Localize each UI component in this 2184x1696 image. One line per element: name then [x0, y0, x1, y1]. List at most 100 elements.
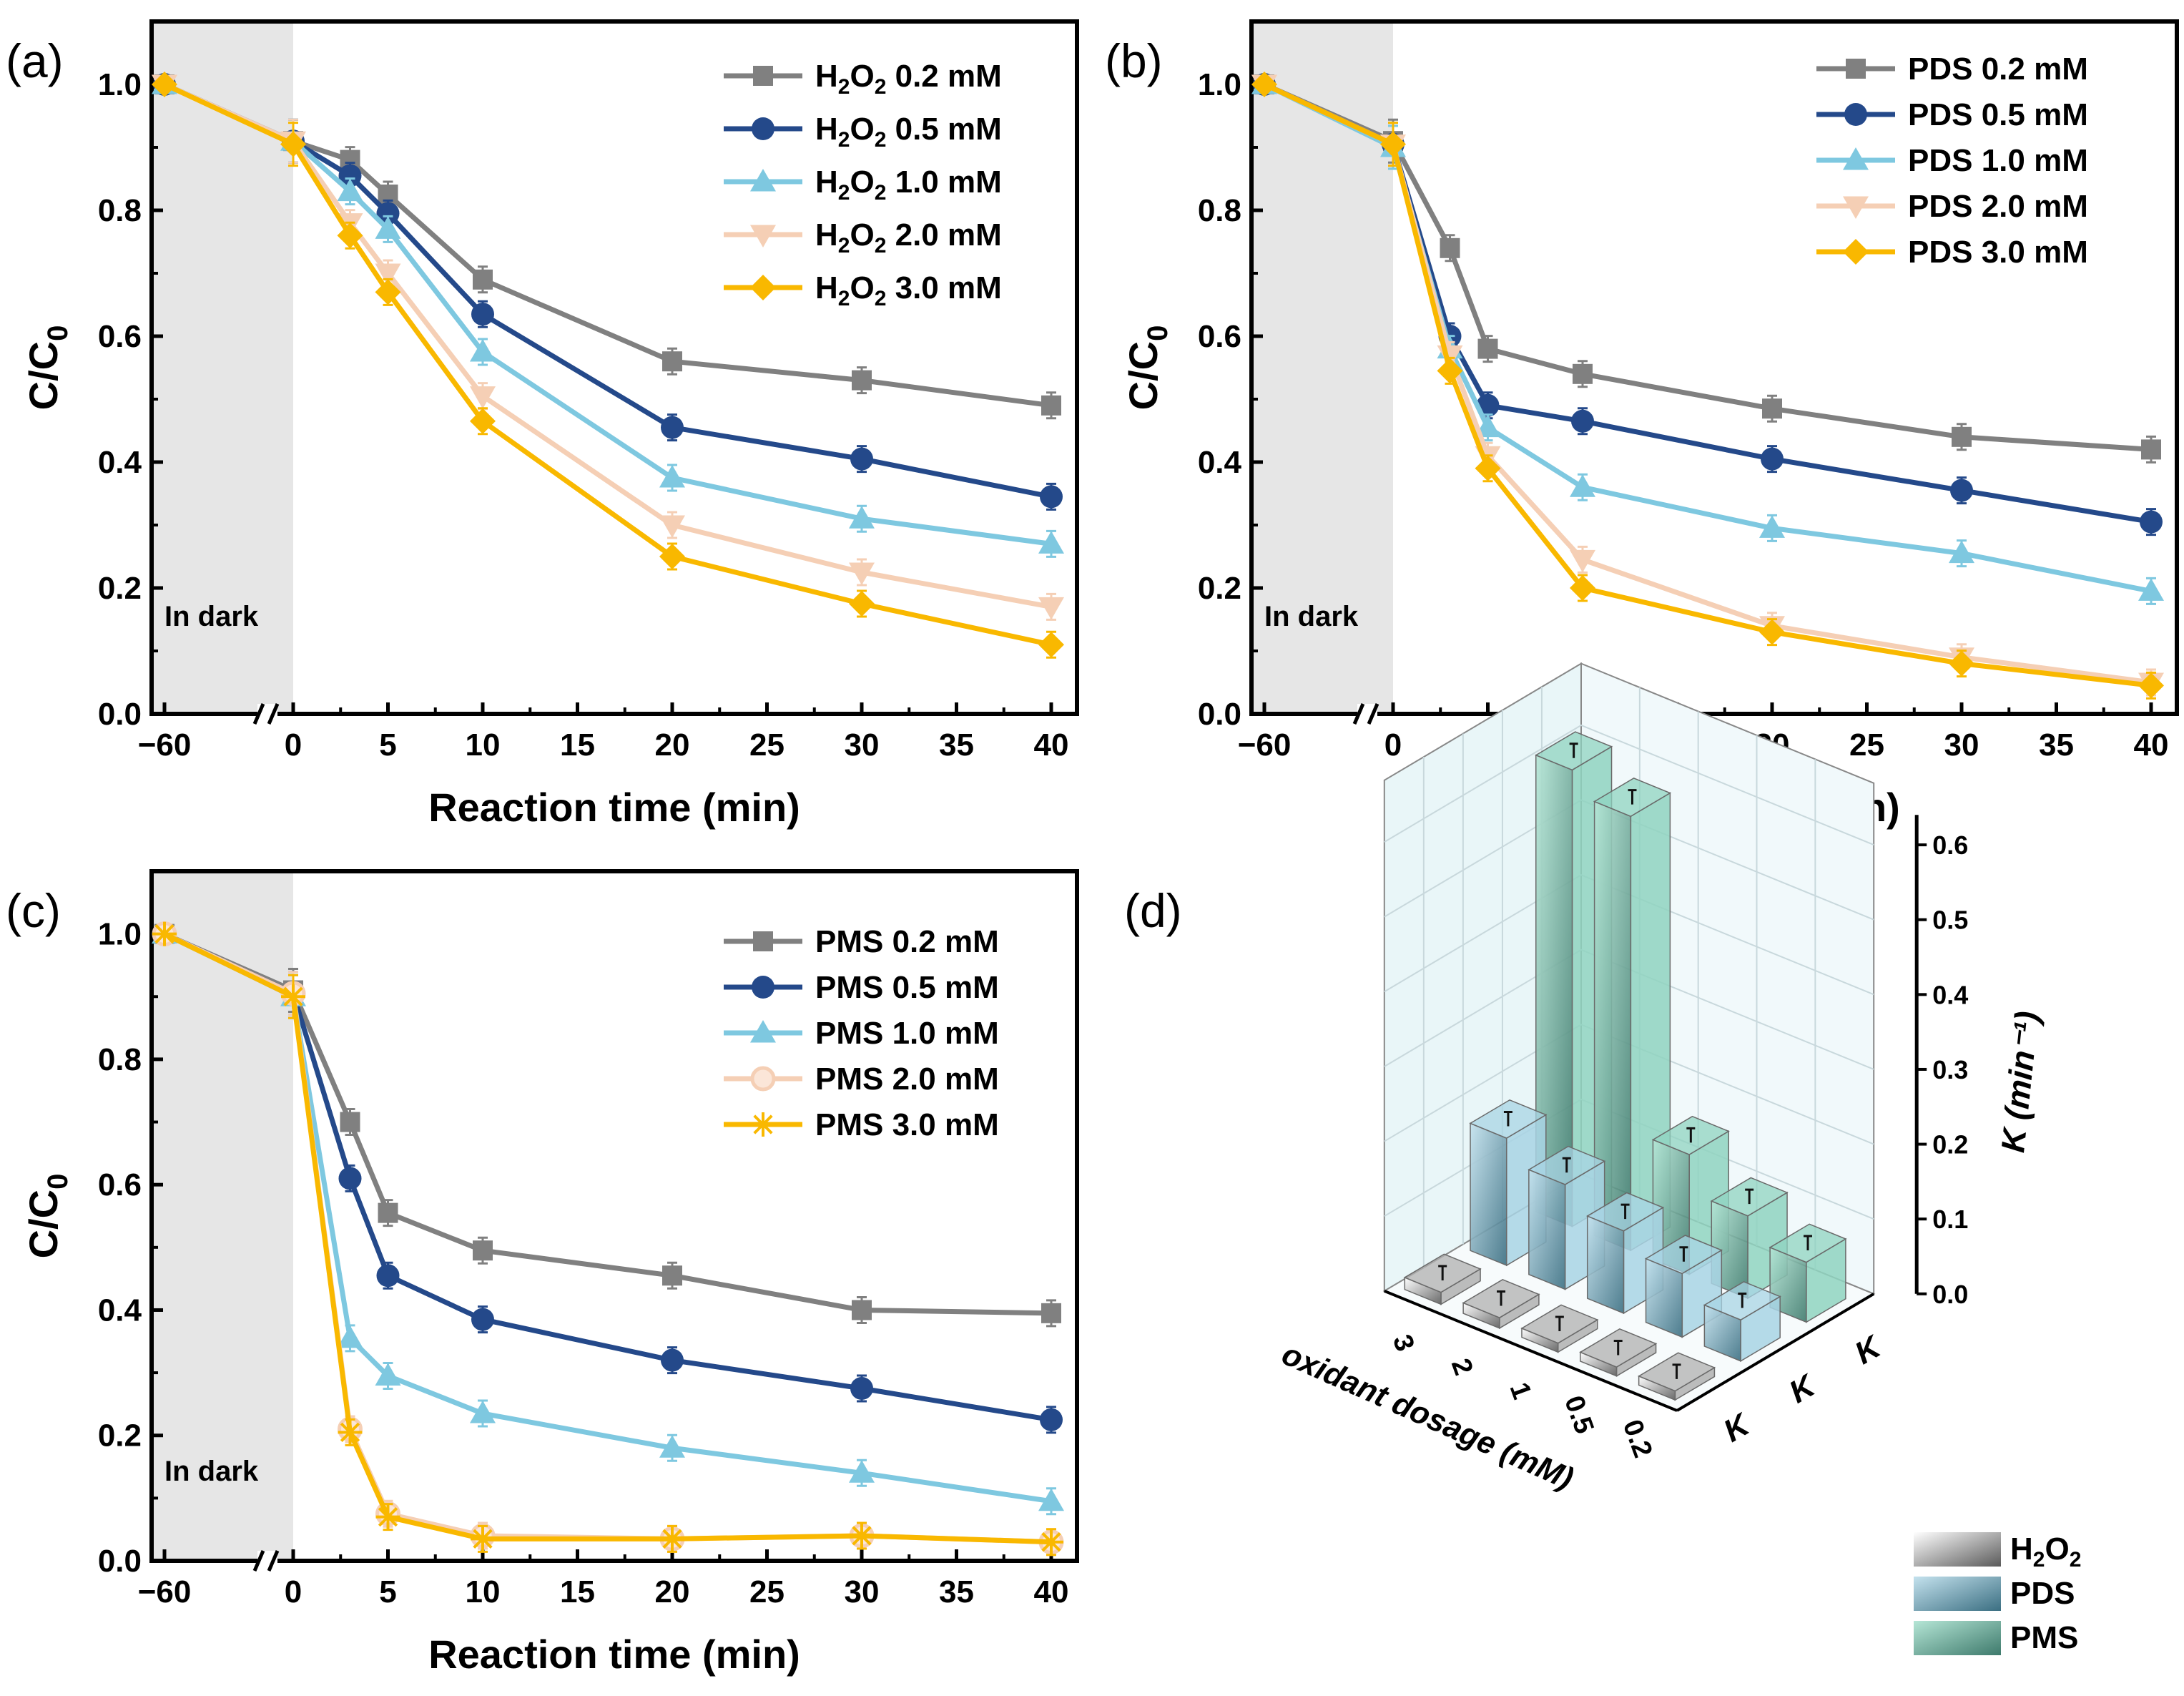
legend-label: PDS 2.0 mM — [1908, 189, 2088, 224]
legend-marker — [750, 225, 776, 247]
legend-entry: PDS 3.0 mM — [1816, 235, 2088, 270]
data-point — [1477, 338, 1498, 359]
data-point — [2138, 672, 2164, 699]
row-label: K — [1849, 1328, 1888, 1371]
x-tick-label: 15 — [560, 1574, 595, 1609]
data-point — [850, 1523, 874, 1548]
x-tick-label: 40 — [2134, 727, 2169, 763]
data-point — [280, 131, 306, 157]
data-point — [375, 1504, 400, 1529]
data-point — [337, 222, 363, 249]
panel-c: In dark (c) −60 0 5 10 15 20 25 30 35 40 0.0 0.2 0.4 0.… — [6, 869, 1079, 1677]
legend-marker — [1846, 59, 1866, 79]
data-point — [376, 1264, 400, 1288]
plot-frame — [1249, 19, 2179, 716]
legend-marker — [750, 1066, 776, 1092]
legend-entry: PMS 0.5 mM — [724, 970, 999, 1005]
y-tick-label: 0.0 — [1198, 697, 1241, 732]
data-point — [849, 506, 875, 529]
z-tick-label: 0.3 — [1932, 1055, 1968, 1084]
panel-d: (d)0.00.10.20.30.40.50.6K (min⁻¹)KKK0.20… — [1124, 662, 2081, 1655]
dosage-tick-label: 2 — [1445, 1355, 1479, 1379]
data-point — [471, 303, 494, 326]
x-tick-label: 35 — [2039, 727, 2074, 763]
data-point — [2138, 578, 2164, 601]
data-point — [1759, 515, 1785, 538]
legend-entry: PDS 1.0 mM — [1816, 143, 2088, 178]
plot-frame — [149, 19, 1079, 716]
dosage-tick-label: 0.5 — [1558, 1392, 1600, 1438]
dosage-tick-label: 3 — [1387, 1330, 1420, 1355]
bar-face — [1528, 1169, 1566, 1290]
series-4 — [152, 921, 1063, 1557]
y-tick-label: 0.4 — [98, 1293, 142, 1328]
dark-label: In dark — [1264, 601, 1359, 632]
data-point — [473, 1240, 493, 1261]
data-point — [471, 1526, 495, 1552]
data-point — [1041, 395, 1061, 416]
panel-a: In dark (a) −60 0 5 10 15 20 25 30 35 40 0.0 0.2 0.4 0.… — [6, 19, 1079, 830]
data-point — [338, 1167, 362, 1190]
legend-label: H2O2 0.5 mM — [815, 112, 1002, 152]
data-point — [375, 263, 401, 286]
data-point — [340, 1112, 360, 1132]
series-4 — [152, 72, 1064, 659]
series-line — [1263, 82, 2152, 452]
dosage-tick-label: 0.2 — [1617, 1416, 1658, 1461]
z-tick-label: 0.5 — [1932, 906, 1968, 935]
x-axis-title: Reaction time (min) — [428, 785, 800, 830]
legend-marker — [751, 1112, 775, 1137]
legend-entry: PDS 2.0 mM — [1816, 189, 2088, 224]
legend-entry: H2O2 0.5 mM — [724, 112, 1002, 152]
data-point — [1570, 474, 1595, 497]
legend-entry: H2O2 3.0 mM — [724, 270, 1002, 310]
bar-error — [1804, 1235, 1813, 1250]
data-point — [1950, 479, 1973, 502]
y-tick-label: 0.8 — [98, 1042, 142, 1077]
data-point — [849, 1460, 875, 1483]
series-4 — [1251, 72, 2164, 700]
data-point — [659, 465, 685, 488]
row-label: K — [1784, 1367, 1823, 1410]
data-point — [473, 269, 493, 290]
x-tick-label: −60 — [1238, 727, 1292, 763]
x-tick-label: −60 — [138, 727, 192, 763]
data-point — [1038, 1488, 1064, 1511]
legend-swatch — [1914, 1532, 2001, 1567]
data-point — [849, 591, 875, 617]
data-point — [1437, 358, 1463, 384]
row-label: K — [1718, 1406, 1757, 1449]
legend-marker — [750, 275, 776, 300]
series-line — [1263, 82, 2152, 688]
legend-label: H2O2 — [2010, 1531, 2081, 1572]
data-point — [337, 178, 363, 202]
data-point — [152, 921, 177, 946]
bar-error — [1738, 1293, 1747, 1308]
dark-label: In dark — [164, 1456, 259, 1487]
bar-error — [1438, 1265, 1447, 1280]
wall-grid — [1384, 724, 1874, 846]
data-point — [852, 1300, 872, 1320]
data-point — [659, 1435, 685, 1458]
y-tick-label: 0.6 — [1198, 319, 1241, 354]
x-tick-label: 20 — [655, 1574, 690, 1609]
y-tick-label: 1.0 — [1198, 67, 1241, 102]
dark-region — [152, 21, 293, 714]
legend-marker — [750, 169, 776, 192]
series-line — [163, 82, 1052, 647]
legend-marker — [750, 1020, 776, 1043]
data-point — [1761, 447, 1784, 471]
data-point — [1759, 619, 1785, 645]
legend-label: PMS 0.5 mM — [815, 970, 999, 1005]
x-tick-label: 0 — [1384, 727, 1402, 763]
legend-label: H2O2 2.0 mM — [815, 217, 1002, 258]
x-tick-label: 35 — [939, 1574, 974, 1609]
bar-error — [1686, 1127, 1696, 1143]
legend-entry: H2O2 — [1914, 1531, 2081, 1572]
data-point — [376, 202, 400, 225]
data-point — [471, 1308, 494, 1331]
z-tick-label: 0.6 — [1932, 830, 1968, 860]
x-tick-label: 25 — [1849, 727, 1884, 763]
data-point — [470, 339, 496, 362]
